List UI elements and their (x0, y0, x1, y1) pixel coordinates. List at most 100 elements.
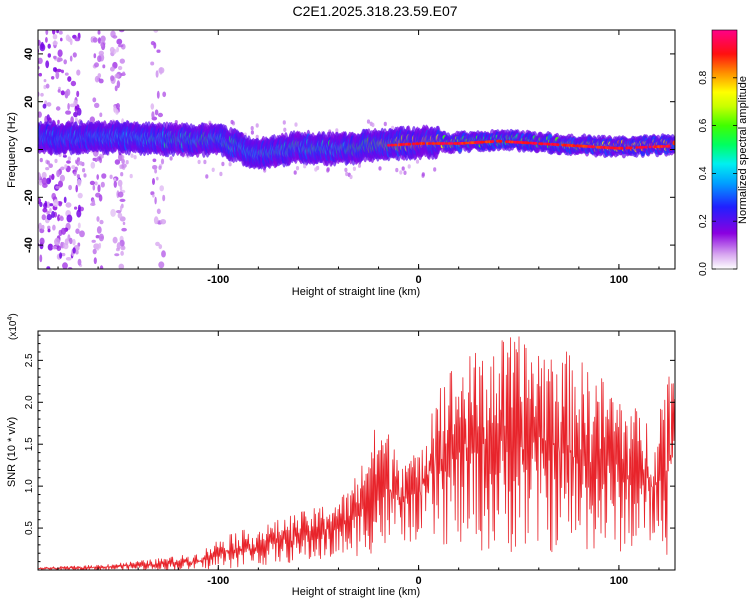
heatmap-cell (57, 89, 61, 93)
heatmap-cell (76, 209, 82, 218)
heatmap-cell (391, 125, 395, 131)
heatmap-cell (162, 91, 167, 98)
heatmap-cell (46, 210, 50, 215)
spectrogram-x-tick-label: 100 (610, 274, 628, 286)
heatmap-cell (51, 173, 55, 180)
heatmap-cell (667, 144, 671, 148)
heatmap-cell (59, 216, 64, 222)
heatmap-cell (556, 143, 560, 147)
heatmap-cell (46, 266, 51, 269)
heatmap-cell (41, 171, 47, 179)
heatmap-cell (73, 111, 78, 118)
heatmap-cell (352, 166, 356, 171)
heatmap-cell (46, 102, 52, 107)
heatmap-cell (53, 55, 56, 59)
heatmap-cell (117, 44, 124, 48)
heatmap-cell (113, 180, 118, 188)
heatmap-cell (540, 142, 544, 146)
heatmap-cell (102, 64, 106, 69)
heatmap-cell (64, 72, 69, 76)
heatmap-cell (72, 247, 76, 254)
heatmap-cell (48, 163, 53, 168)
snr-line-series (38, 336, 675, 570)
heatmap-cell (54, 158, 58, 164)
heatmap-cell (65, 202, 72, 208)
heatmap-cell (46, 214, 52, 221)
heatmap-cell (433, 167, 437, 172)
heatmap-cell (481, 140, 485, 144)
snr-y-scale-label: (x104) (7, 313, 19, 340)
heatmap-cell (116, 103, 120, 109)
heatmap-cell (445, 142, 449, 145)
heatmap-cell (46, 177, 51, 185)
heatmap-cell (120, 172, 124, 177)
heatmap-cell (94, 243, 100, 249)
heatmap-cell (47, 43, 51, 49)
heatmap-cell (154, 109, 159, 116)
heatmap-cell (357, 163, 362, 168)
heatmap-cell (62, 262, 68, 269)
heatmap-cell (79, 161, 83, 166)
snr-y-tick-label: 1.0 (24, 479, 35, 493)
heatmap-cell (422, 142, 426, 145)
spectrogram-y-tick-label: -20 (23, 189, 35, 205)
heatmap-cell (114, 159, 121, 165)
spectrogram-y-axis-label: Frequency (Hz) (6, 112, 18, 188)
heatmap-cell (58, 201, 62, 207)
heatmap-cell (648, 145, 652, 149)
heatmap-cell (56, 68, 62, 73)
heatmap-cell (54, 237, 61, 246)
heatmap-cell (117, 212, 123, 219)
heatmap-cell (69, 237, 73, 245)
heatmap-cell (51, 76, 55, 80)
heatmap-cell (399, 170, 403, 175)
heatmap-cell (93, 53, 97, 59)
heatmap-cell (283, 127, 287, 132)
heatmap-cell (67, 103, 70, 110)
heatmap-cell (114, 85, 118, 92)
heatmap-cell (52, 245, 57, 250)
snr-y-tick-label: 2.0 (24, 395, 35, 409)
heatmap-cell (161, 250, 166, 258)
heatmap-cell (68, 184, 72, 191)
heatmap-cell (51, 210, 55, 219)
snr-panel: -100 0 100 0.5 1.0 1.5 2.0 2.5 Height of straig… (6, 313, 676, 598)
heatmap-cell (38, 77, 39, 81)
heatmap-cell (94, 181, 98, 186)
colorbar-tick-label: 0.6 (698, 118, 709, 132)
heatmap-cell (66, 160, 71, 164)
heatmap-cell (403, 170, 407, 175)
spectrogram-y-tick-label: 0 (23, 146, 35, 152)
snr-line-marks (38, 336, 675, 570)
heatmap-cell (117, 191, 124, 198)
heatmap-cell (547, 142, 551, 146)
heatmap-cell (92, 184, 96, 191)
heatmap-cell (153, 216, 159, 225)
heatmap-cell (67, 156, 71, 161)
heatmap-cell (116, 46, 119, 53)
heatmap-cell (129, 173, 133, 179)
heatmap-cell (303, 164, 307, 169)
heatmap-cell (160, 158, 165, 165)
heatmap-cell (100, 43, 104, 47)
heatmap-cell (156, 90, 160, 99)
heatmap-cell (93, 257, 97, 265)
heatmap-cell (76, 174, 80, 179)
heatmap-cell (74, 166, 78, 171)
heatmap-cell (39, 254, 43, 263)
heatmap-cell (117, 65, 123, 71)
heatmap-cell (39, 237, 45, 245)
heatmap-cell (64, 238, 69, 246)
heatmap-cell (100, 154, 104, 159)
heatmap-cell (592, 145, 596, 149)
heatmap-cell (395, 167, 399, 173)
heatmap-cell (90, 161, 96, 169)
colorbar-tick-label: 0.4 (698, 166, 709, 180)
heatmap-cell (293, 170, 297, 175)
heatmap-cell (94, 62, 99, 68)
heatmap-cell (56, 170, 61, 178)
heatmap-cell (335, 128, 339, 133)
heatmap-cell (120, 245, 126, 251)
